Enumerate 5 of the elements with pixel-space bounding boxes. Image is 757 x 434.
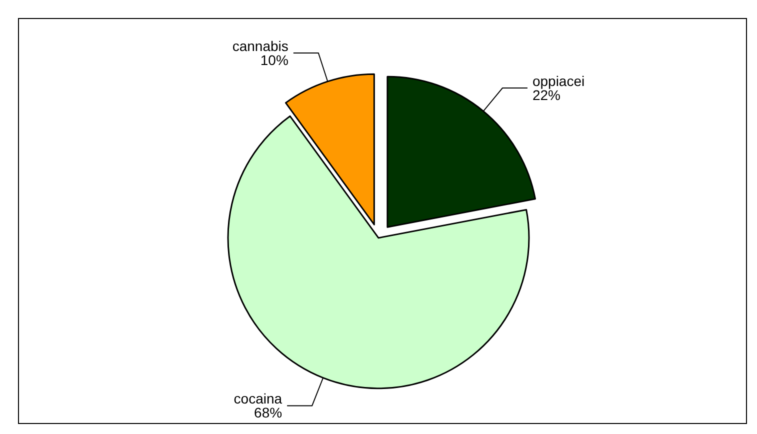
slice-label: cannabis [232, 38, 288, 54]
data-label: 68% [254, 404, 282, 421]
slice-label: oppiacei [532, 73, 585, 90]
slice-label: cocaina [234, 390, 282, 407]
data-label: 10% [260, 52, 288, 68]
